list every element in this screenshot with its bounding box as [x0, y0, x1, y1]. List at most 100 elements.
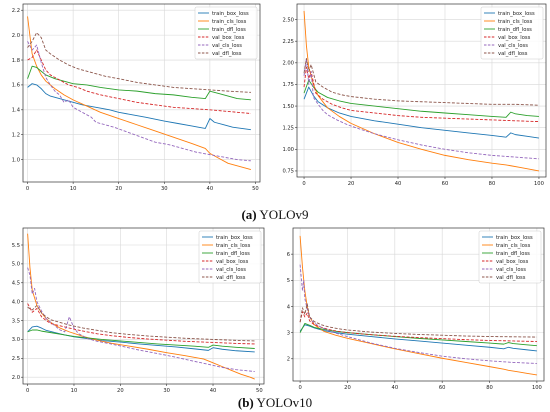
x-tick-label: 40 [210, 388, 217, 394]
y-tick-label: 1.00 [282, 147, 294, 153]
y-tick-label: 4.5 [12, 281, 20, 287]
x-tick-label: 20 [117, 388, 124, 394]
x-tick-label: 20 [344, 385, 351, 391]
x-tick-label: 80 [486, 385, 493, 391]
y-tick-label: 1.50 [282, 104, 294, 110]
caption-bottom-text: YOLOv10 [256, 395, 313, 410]
legend-label-val_box_loss: val_box_loss [212, 35, 245, 41]
x-tick-label: 0 [26, 388, 29, 394]
series-line-train_cls_loss [27, 233, 255, 380]
x-tick-label: 60 [439, 385, 446, 391]
caption-top-letter: (a) [241, 207, 257, 222]
caption-bottom-letter: (b) [237, 395, 254, 410]
legend: train_box_loss train_cls_loss train_dfl_lo… [194, 6, 258, 60]
legend-label-train_cls_loss: train_cls_loss [498, 19, 533, 25]
x-tick-label: 60 [442, 181, 449, 187]
series-line-train_cls_loss [299, 235, 537, 376]
legend-label-train_cls_loss: train_cls_loss [216, 243, 251, 249]
x-tick-label: 100 [532, 385, 542, 391]
y-tick-label: 4 [287, 304, 291, 310]
x-tick-label: 0 [26, 186, 29, 192]
chart-yolov9-50: 0 10 20 30 40 50 1.0 1.2 1.4 1.6 1.8 2.0 2.2 train_bo… [12, 3, 261, 192]
series-line-val_box_loss [303, 66, 539, 123]
legend-label-val_cls_loss: val_cls_loss [496, 267, 526, 273]
x-tick-label: 0 [298, 385, 301, 391]
legend-label-train_dfl_loss: train_dfl_loss [496, 251, 530, 257]
y-tick-label: 3.5 [12, 318, 20, 324]
chart-yolov9-100: 0 20 40 60 80 100 0.75 1.00 1.25 1.50 1.75 2.00 2.25… [282, 3, 547, 187]
series-line-train_dfl_loss [27, 329, 255, 349]
y-tick-label: 3.0 [12, 337, 20, 343]
y-tick-label: 1.25 [282, 125, 294, 131]
series-line-val_dfl_loss [299, 303, 537, 338]
legend: train_box_loss train_cls_loss train_dfl_lo… [478, 230, 542, 284]
legend-label-train_dfl_loss: train_dfl_loss [498, 27, 532, 33]
legend: train_box_loss train_cls_loss train_dfl_lo… [198, 230, 262, 284]
legend-label-train_dfl_loss: train_dfl_loss [216, 251, 250, 257]
y-tick-label: 2.50 [282, 17, 294, 23]
chart-panel-yolov9-left: 0 10 20 30 40 50 1.0 1.2 1.4 1.6 1.8 2.0 2.2 train_bo… [2, 2, 268, 198]
legend-label-train_dfl_loss: train_dfl_loss [212, 27, 246, 33]
x-tick-label: 20 [348, 181, 355, 187]
series-line-train_cls_loss [27, 16, 251, 170]
legend-label-val_box_loss: val_box_loss [496, 259, 529, 265]
y-tick-label: 2 [287, 357, 290, 363]
legend-label-train_cls_loss: train_cls_loss [212, 19, 247, 25]
series-line-val_box_loss [27, 303, 255, 345]
legend-label-val_dfl_loss: val_dfl_loss [496, 275, 526, 281]
legend-box [480, 6, 544, 60]
legend: train_box_loss train_cls_loss train_dfl_lo… [480, 6, 544, 60]
chart-panel-yolov10-left: 0 10 20 30 40 50 2.0 2.5 3.0 3.5 4.0 4.5 5.0 5.5 train… [2, 226, 272, 396]
legend-box [198, 230, 262, 284]
series-line-train_dfl_loss [27, 65, 251, 101]
x-tick-label: 40 [392, 385, 399, 391]
y-tick-label: 6 [287, 252, 290, 258]
series-line-val_cls_loss [299, 264, 537, 364]
series-line-train_cls_loss [303, 10, 540, 172]
y-tick-label: 2.00 [282, 61, 294, 67]
series-group [27, 16, 251, 170]
y-tick-label: 2.0 [12, 33, 20, 39]
chart-panel-yolov10-right: 0 20 40 60 80 100 2 3 4 5 6 train_box_loss train_cls… [278, 226, 550, 396]
y-tick-label: 2.25 [282, 39, 294, 45]
y-tick-label: 5.5 [12, 243, 20, 249]
y-tick-label: 4.0 [12, 299, 20, 305]
series-line-val_cls_loss [27, 41, 251, 162]
y-tick-label: 5 [287, 278, 290, 284]
legend-box [478, 230, 542, 284]
chart-yolov10-50: 0 10 20 30 40 50 2.0 2.5 3.0 3.5 4.0 4.5 5.0 5.5 train… [12, 227, 265, 394]
plot-frame [292, 227, 545, 382]
x-tick-label: 10 [70, 186, 77, 192]
series-line-train_box_loss [27, 83, 251, 131]
series-line-train_dfl_loss [303, 79, 539, 118]
series-line-train_box_loss [299, 324, 537, 352]
y-tick-label: 1.8 [12, 58, 20, 64]
x-tick-label: 80 [489, 181, 496, 187]
y-tick-label: 1.4 [12, 108, 21, 114]
series-line-train_box_loss [303, 86, 540, 139]
series-group [299, 235, 537, 376]
y-tick-label: 2.2 [12, 8, 20, 14]
y-tick-label: 2.5 [12, 356, 20, 362]
series-line-val_dfl_loss [27, 304, 255, 342]
grid [297, 4, 546, 177]
legend-label-train_box_loss: train_box_loss [496, 235, 533, 241]
plot-frame [22, 227, 265, 385]
series-line-val_cls_loss [303, 58, 539, 160]
x-tick-label: 10 [71, 388, 78, 394]
legend-label-val_dfl_loss: val_dfl_loss [212, 51, 242, 57]
caption-top: (a) YOLOv9 [0, 207, 550, 223]
series-line-val_box_loss [299, 311, 537, 342]
y-tick-label: 1.0 [12, 157, 20, 163]
plot-frame [22, 3, 261, 183]
legend-label-train_cls_loss: train_cls_loss [496, 243, 531, 249]
legend-label-val_cls_loss: val_cls_loss [216, 267, 246, 273]
x-tick-label: 50 [256, 388, 263, 394]
caption-top-text: YOLOv9 [259, 207, 309, 222]
series-line-train_dfl_loss [299, 323, 537, 347]
legend-box [194, 6, 258, 60]
x-tick-label: 40 [207, 186, 214, 192]
legend-label-val_box_loss: val_box_loss [216, 259, 249, 265]
y-tick-label: 0.75 [282, 169, 294, 175]
legend-label-train_box_loss: train_box_loss [212, 11, 249, 17]
